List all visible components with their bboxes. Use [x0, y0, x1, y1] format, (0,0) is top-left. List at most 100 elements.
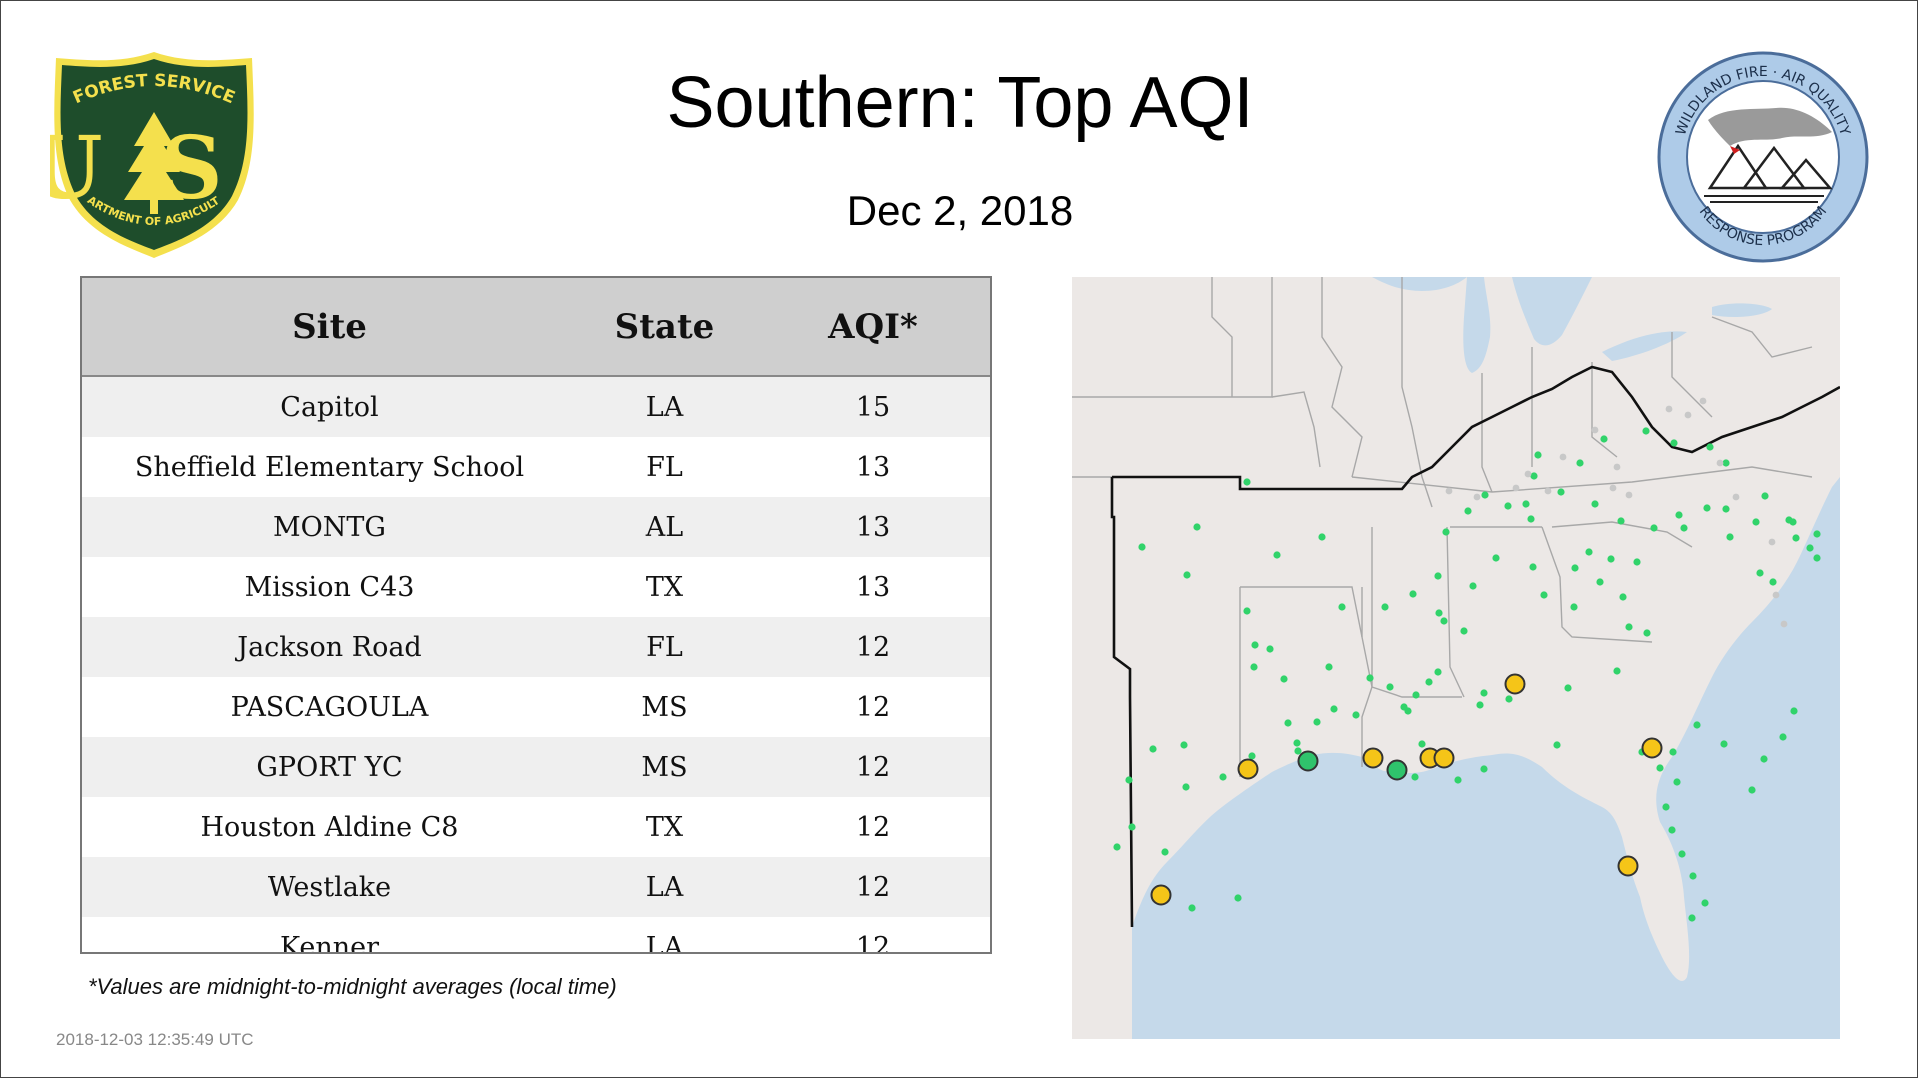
good-site-dot[interactable] — [1425, 678, 1433, 686]
good-site-dot[interactable] — [1318, 533, 1326, 541]
top-aqi-site-marker[interactable] — [1237, 758, 1259, 780]
good-site-dot[interactable] — [1527, 515, 1535, 523]
good-site-dot[interactable] — [1454, 776, 1462, 784]
good-site-dot[interactable] — [1643, 629, 1651, 637]
good-site-dot[interactable] — [1273, 551, 1281, 559]
nodata-site-dot[interactable] — [1445, 487, 1453, 495]
good-site-dot[interactable] — [1352, 711, 1360, 719]
good-site-dot[interactable] — [1706, 443, 1714, 451]
good-site-dot[interactable] — [1480, 689, 1488, 697]
good-site-dot[interactable] — [1553, 741, 1561, 749]
good-site-dot[interactable] — [1760, 755, 1768, 763]
good-site-dot[interactable] — [1607, 555, 1615, 563]
good-site-dot[interactable] — [1673, 778, 1681, 786]
good-site-dot[interactable] — [1294, 747, 1302, 755]
good-site-dot[interactable] — [1325, 663, 1333, 671]
nodata-site-dot[interactable] — [1768, 538, 1776, 546]
good-site-dot[interactable] — [1442, 528, 1450, 536]
good-site-dot[interactable] — [1779, 733, 1787, 741]
good-site-dot[interactable] — [1613, 667, 1621, 675]
good-site-dot[interactable] — [1243, 478, 1251, 486]
good-site-dot[interactable] — [1656, 764, 1664, 772]
good-site-dot[interactable] — [1792, 534, 1800, 542]
good-site-dot[interactable] — [1571, 564, 1579, 572]
good-site-dot[interactable] — [1280, 675, 1288, 683]
good-site-dot[interactable] — [1243, 607, 1251, 615]
good-site-dot[interactable] — [1113, 843, 1121, 851]
nodata-site-dot[interactable] — [1732, 493, 1740, 501]
good-site-dot[interactable] — [1785, 516, 1793, 524]
good-site-dot[interactable] — [1662, 803, 1670, 811]
good-site-dot[interactable] — [1400, 703, 1408, 711]
good-site-dot[interactable] — [1188, 904, 1196, 912]
top-aqi-site-marker[interactable] — [1150, 884, 1172, 906]
good-site-dot[interactable] — [1381, 603, 1389, 611]
good-site-dot[interactable] — [1248, 752, 1256, 760]
good-site-dot[interactable] — [1180, 741, 1188, 749]
good-site-dot[interactable] — [1460, 627, 1468, 635]
good-site-dot[interactable] — [1522, 500, 1530, 508]
good-site-dot[interactable] — [1284, 719, 1292, 727]
good-site-dot[interactable] — [1688, 914, 1696, 922]
good-site-dot[interactable] — [1476, 701, 1484, 709]
nodata-site-dot[interactable] — [1625, 491, 1633, 499]
nodata-site-dot[interactable] — [1684, 411, 1692, 419]
good-site-dot[interactable] — [1492, 554, 1500, 562]
nodata-site-dot[interactable] — [1524, 470, 1532, 478]
good-site-dot[interactable] — [1251, 641, 1259, 649]
top-aqi-site-marker[interactable] — [1297, 750, 1319, 772]
top-aqi-site-marker[interactable] — [1386, 759, 1408, 781]
good-site-dot[interactable] — [1756, 569, 1764, 577]
good-site-dot[interactable] — [1464, 507, 1472, 515]
good-site-dot[interactable] — [1411, 773, 1419, 781]
good-site-dot[interactable] — [1193, 523, 1201, 531]
good-site-dot[interactable] — [1769, 578, 1777, 586]
good-site-dot[interactable] — [1557, 488, 1565, 496]
good-site-dot[interactable] — [1534, 451, 1542, 459]
nodata-site-dot[interactable] — [1772, 591, 1780, 599]
good-site-dot[interactable] — [1434, 668, 1442, 676]
good-site-dot[interactable] — [1330, 705, 1338, 713]
good-site-dot[interactable] — [1761, 492, 1769, 500]
nodata-site-dot[interactable] — [1544, 487, 1552, 495]
good-site-dot[interactable] — [1529, 563, 1537, 571]
nodata-site-dot[interactable] — [1609, 484, 1617, 492]
good-site-dot[interactable] — [1689, 872, 1697, 880]
good-site-dot[interactable] — [1693, 721, 1701, 729]
good-site-dot[interactable] — [1752, 518, 1760, 526]
good-site-dot[interactable] — [1650, 524, 1658, 532]
southern-region-map[interactable] — [1072, 277, 1840, 1039]
good-site-dot[interactable] — [1234, 894, 1242, 902]
good-site-dot[interactable] — [1409, 590, 1417, 598]
good-site-dot[interactable] — [1418, 740, 1426, 748]
good-site-dot[interactable] — [1386, 683, 1394, 691]
good-site-dot[interactable] — [1183, 571, 1191, 579]
top-aqi-site-marker[interactable] — [1617, 855, 1639, 877]
top-aqi-site-marker[interactable] — [1433, 747, 1455, 769]
good-site-dot[interactable] — [1596, 578, 1604, 586]
good-site-dot[interactable] — [1219, 773, 1227, 781]
nodata-site-dot[interactable] — [1512, 484, 1520, 492]
nodata-site-dot[interactable] — [1473, 493, 1481, 501]
good-site-dot[interactable] — [1530, 472, 1538, 480]
good-site-dot[interactable] — [1748, 786, 1756, 794]
good-site-dot[interactable] — [1338, 603, 1346, 611]
top-aqi-site-marker[interactable] — [1362, 747, 1384, 769]
good-site-dot[interactable] — [1250, 663, 1258, 671]
good-site-dot[interactable] — [1585, 548, 1593, 556]
good-site-dot[interactable] — [1313, 718, 1321, 726]
good-site-dot[interactable] — [1182, 783, 1190, 791]
good-site-dot[interactable] — [1161, 848, 1169, 856]
good-site-dot[interactable] — [1600, 435, 1608, 443]
good-site-dot[interactable] — [1149, 745, 1157, 753]
good-site-dot[interactable] — [1434, 572, 1442, 580]
good-site-dot[interactable] — [1293, 739, 1301, 747]
good-site-dot[interactable] — [1564, 684, 1572, 692]
good-site-dot[interactable] — [1570, 603, 1578, 611]
good-site-dot[interactable] — [1670, 439, 1678, 447]
good-site-dot[interactable] — [1675, 511, 1683, 519]
good-site-dot[interactable] — [1480, 765, 1488, 773]
good-site-dot[interactable] — [1720, 740, 1728, 748]
nodata-site-dot[interactable] — [1780, 620, 1788, 628]
good-site-dot[interactable] — [1366, 674, 1374, 682]
